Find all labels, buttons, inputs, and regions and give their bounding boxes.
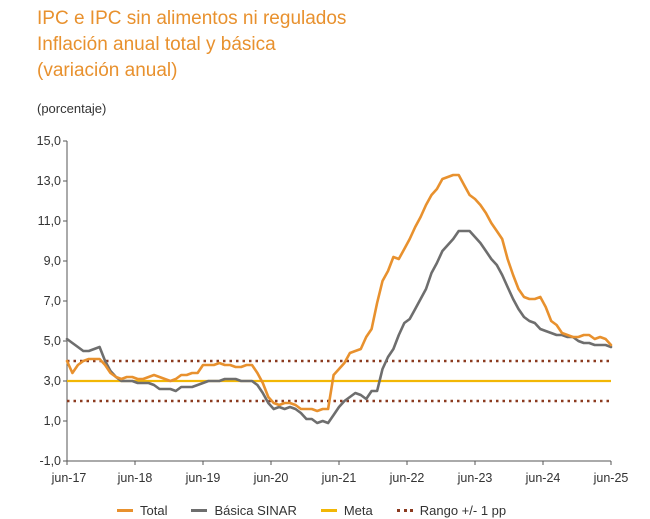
x-tick-label: jun-24	[525, 471, 561, 485]
legend-swatch-total	[117, 508, 133, 512]
y-tick-label: 1,0	[44, 414, 61, 428]
chart-title-line-3: (variación anual)	[37, 60, 178, 81]
legend-swatch-basica	[191, 508, 208, 512]
x-tick-label: jun-21	[321, 471, 357, 485]
legend-swatch-rango	[396, 508, 413, 512]
legend: Total Básica SINAR Meta Rango +/- 1 pp	[117, 502, 530, 518]
y-tick-label: 9,0	[44, 254, 61, 268]
series-line-total	[65, 173, 613, 413]
chart-title-line-2: Inflación anual total y básica	[37, 34, 276, 55]
x-tick-label: jun-23	[457, 471, 493, 485]
x-tick-label: jun-25	[593, 471, 629, 485]
y-tick-label: 15,0	[37, 134, 61, 148]
y-tick-label: 13,0	[37, 174, 61, 188]
series-line-basica	[65, 229, 613, 425]
y-tick-label: 7,0	[44, 294, 61, 308]
legend-item-rango: Rango +/- 1 pp	[396, 502, 507, 518]
y-tick-label: 11,0	[38, 214, 61, 228]
x-tick-label: jun-18	[117, 471, 153, 485]
legend-label-meta: Meta	[343, 502, 373, 518]
legend-swatch-meta	[320, 508, 337, 512]
y-tick-label: 3,0	[44, 374, 61, 388]
legend-item-total: Total	[117, 503, 167, 518]
legend-label-basica: Básica SINAR	[214, 502, 297, 518]
x-tick-label: jun-20	[253, 471, 289, 485]
chart-title-line-1: IPC e IPC sin alimentos ni regulados	[37, 8, 347, 29]
chart-title: IPC e IPC sin alimentos ni regulados Inf…	[37, 6, 346, 84]
legend-label-total: Total	[140, 502, 168, 518]
y-tick-label: 5,0	[44, 334, 61, 348]
legend-label-rango: Rango +/- 1 pp	[419, 502, 507, 518]
legend-item-basica: Básica SINAR	[191, 502, 297, 518]
x-tick-label: jun-19	[185, 471, 221, 485]
y-axis-unit-label: (porcentaje)	[37, 101, 107, 116]
x-tick-label: jun-17	[51, 471, 87, 485]
y-tick-label: -1,0	[39, 454, 61, 468]
legend-item-meta: Meta	[320, 502, 373, 518]
x-tick-label: jun-22	[389, 471, 425, 485]
